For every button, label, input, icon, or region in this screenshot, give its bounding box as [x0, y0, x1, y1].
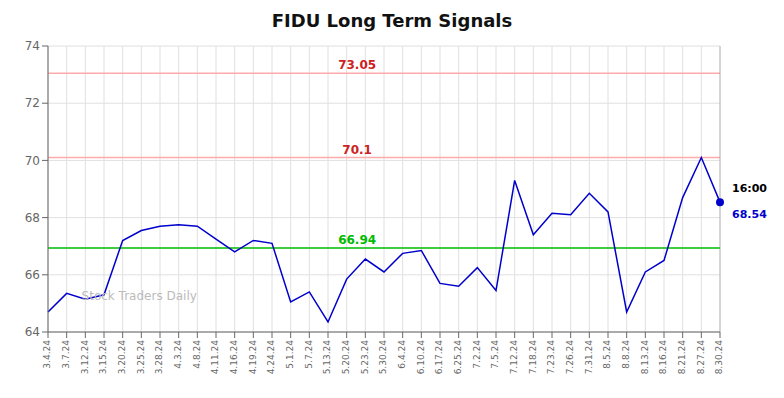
svg-text:3.12.24: 3.12.24 — [80, 340, 90, 375]
svg-text:66: 66 — [25, 268, 40, 282]
svg-text:4.16.24: 4.16.24 — [229, 340, 239, 375]
svg-text:6.4.24: 6.4.24 — [397, 340, 407, 369]
svg-text:6.17.24: 6.17.24 — [434, 340, 444, 375]
svg-text:3.25.24: 3.25.24 — [136, 340, 146, 375]
svg-text:68.54: 68.54 — [732, 208, 767, 221]
svg-text:7.2.24: 7.2.24 — [472, 340, 482, 369]
svg-text:16:00: 16:00 — [732, 182, 767, 195]
html-text:FIDU Long Term Signals: FIDU Long Term Signals — [271, 10, 513, 31]
svg-text:4.24.24: 4.24.24 — [266, 340, 276, 375]
svg-text:70.1: 70.1 — [342, 143, 372, 157]
svg-text:3.7.24: 3.7.24 — [61, 340, 71, 369]
svg-text:8.27.24: 8.27.24 — [696, 340, 706, 375]
svg-text:3.28.24: 3.28.24 — [154, 340, 164, 375]
svg-text:7.12.24: 7.12.24 — [509, 340, 519, 375]
svg-text:8.8.24: 8.8.24 — [621, 340, 631, 369]
svg-text:4.8.24: 4.8.24 — [192, 340, 202, 369]
svg-text:5.7.24: 5.7.24 — [304, 340, 314, 369]
svg-text:72: 72 — [25, 96, 40, 110]
svg-text:4.11.24: 4.11.24 — [210, 340, 220, 375]
svg-text:66.94: 66.94 — [338, 233, 376, 247]
svg-text:70: 70 — [25, 154, 40, 168]
svg-text:8.5.24: 8.5.24 — [602, 340, 612, 369]
svg-text:4.19.24: 4.19.24 — [248, 340, 258, 375]
svg-text:7.31.24: 7.31.24 — [584, 340, 594, 375]
svg-text:74: 74 — [25, 39, 40, 53]
svg-text:8.21.24: 8.21.24 — [677, 340, 687, 375]
svg-text:3.20.24: 3.20.24 — [117, 340, 127, 375]
svg-text:5.23.24: 5.23.24 — [360, 340, 370, 375]
svg-text:73.05: 73.05 — [338, 58, 376, 72]
svg-text:8.16.24: 8.16.24 — [658, 340, 668, 375]
svg-text:5.13.24: 5.13.24 — [322, 340, 332, 375]
svg-text:6.25.24: 6.25.24 — [453, 340, 463, 375]
svg-text:4.3.24: 4.3.24 — [173, 340, 183, 369]
svg-text:7.23.24: 7.23.24 — [546, 340, 556, 375]
svg-text:5.1.24: 5.1.24 — [285, 340, 295, 369]
svg-text:3.15.24: 3.15.24 — [98, 340, 108, 375]
svg-text:8.13.24: 8.13.24 — [640, 340, 650, 375]
svg-text:3.4.24: 3.4.24 — [42, 340, 52, 369]
svg-text:68: 68 — [25, 211, 40, 225]
html-text:Stock Traders Daily: Stock Traders Daily — [81, 289, 197, 304]
svg-text:5.30.24: 5.30.24 — [378, 340, 388, 375]
svg-text:7.26.24: 7.26.24 — [565, 340, 575, 375]
svg-text:5.20.24: 5.20.24 — [341, 340, 351, 375]
svg-text:8.30.24: 8.30.24 — [714, 340, 724, 375]
svg-text:64: 64 — [25, 325, 40, 339]
svg-text:7.18.24: 7.18.24 — [528, 340, 538, 375]
svg-text:6.10.24: 6.10.24 — [416, 340, 426, 375]
svg-text:7.5.24: 7.5.24 — [490, 340, 500, 369]
